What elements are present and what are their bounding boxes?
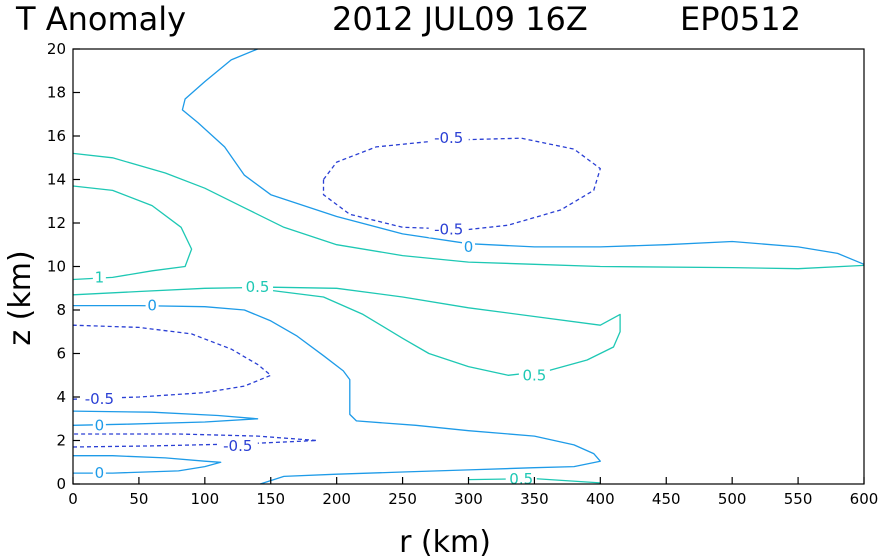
y-tick-label-5: 10 [47, 258, 66, 276]
x-tick-label-5: 250 [388, 490, 417, 508]
contour-label-9: -0.5 [434, 221, 463, 239]
chart-title-date: 2012 JUL09 16Z [332, 0, 588, 38]
x-tick-label-12: 600 [850, 490, 879, 508]
x-axis-ticks: 0 50 100 150 200 250 300 350 400 450 500 550 600 [68, 477, 878, 508]
contour-label-0: 0 [95, 464, 105, 482]
contour-label-bg-4 [145, 296, 159, 314]
x-tick-label-2: 100 [191, 490, 220, 508]
contour-labels: 00-0.5-0.500.510.50-0.5-0.50.5 [79, 129, 550, 488]
contour-label-bg-6 [92, 268, 106, 286]
contour-line-0 [73, 455, 222, 474]
y-tick-label-8: 16 [47, 127, 66, 145]
contour-label-5: 0.5 [246, 278, 270, 296]
y-tick-label-10: 20 [47, 40, 66, 58]
contour-line-3 [181, 48, 865, 265]
x-tick-label-9: 450 [652, 490, 681, 508]
contour-label-4: 0 [147, 297, 157, 315]
contour-label-bg-3 [217, 436, 258, 454]
contour-label-10: -0.5 [434, 129, 463, 147]
y-tick-label-6: 12 [47, 214, 66, 232]
contour-line-10 [322, 137, 601, 231]
x-tick-label-8: 400 [586, 490, 615, 508]
chart-title-storm: EP0512 [680, 0, 801, 38]
x-axis-label: r (km) [399, 525, 491, 559]
contour-label-7: 0.5 [522, 366, 546, 384]
x-tick-label-3: 150 [256, 490, 285, 508]
x-tick-label-6: 300 [454, 490, 483, 508]
contour-label-bg-10 [428, 129, 469, 147]
contour-label-1: 0 [95, 416, 105, 434]
x-tick-label-7: 350 [520, 490, 549, 508]
contour-label-bg-8 [462, 237, 475, 255]
contour-label-bg-2 [79, 390, 120, 408]
y-axis-ticks: 0 2 4 6 8 10 12 14 16 18 20 [47, 40, 80, 493]
contour-label-bg-5 [242, 278, 274, 296]
contour-label-bg-0 [92, 464, 106, 482]
y-tick-label-4: 8 [56, 301, 66, 319]
contour-label-2: -0.5 [85, 390, 114, 408]
contour-label-11: 0.5 [509, 470, 533, 488]
contour-line-4 [72, 286, 621, 376]
contour-line-8 [72, 433, 318, 448]
contour-line-2 [73, 304, 601, 485]
y-tick-label-0: 0 [56, 475, 66, 493]
y-tick-label-2: 4 [56, 388, 66, 406]
contour-label-8: 0 [464, 238, 474, 256]
contour-label-bg-9 [428, 220, 469, 238]
x-tick-label-0: 0 [68, 490, 78, 508]
y-tick-label-3: 6 [56, 345, 66, 363]
y-tick-label-9: 18 [47, 84, 66, 102]
contour-label-6: 1 [95, 268, 105, 286]
contour-label-bg-1 [92, 416, 106, 434]
contour-line-7 [72, 185, 193, 281]
contour-line-9 [72, 324, 272, 400]
x-tick-label-10: 500 [718, 490, 747, 508]
y-axis-label: z (km) [3, 250, 38, 345]
x-tick-label-11: 550 [784, 490, 813, 508]
contour-label-bg-11 [505, 470, 537, 488]
contour-line-1 [72, 410, 259, 426]
x-tick-label-4: 200 [322, 490, 351, 508]
y-tick-label-1: 2 [56, 432, 66, 450]
contour-lines [72, 48, 865, 485]
contour-line-5 [72, 152, 865, 270]
chart-title-left: T Anomaly [15, 0, 186, 38]
x-tick-label-1: 50 [129, 490, 148, 508]
contour-label-3: -0.5 [223, 437, 252, 455]
contour-label-bg-7 [518, 366, 550, 384]
y-tick-label-7: 14 [47, 171, 66, 189]
